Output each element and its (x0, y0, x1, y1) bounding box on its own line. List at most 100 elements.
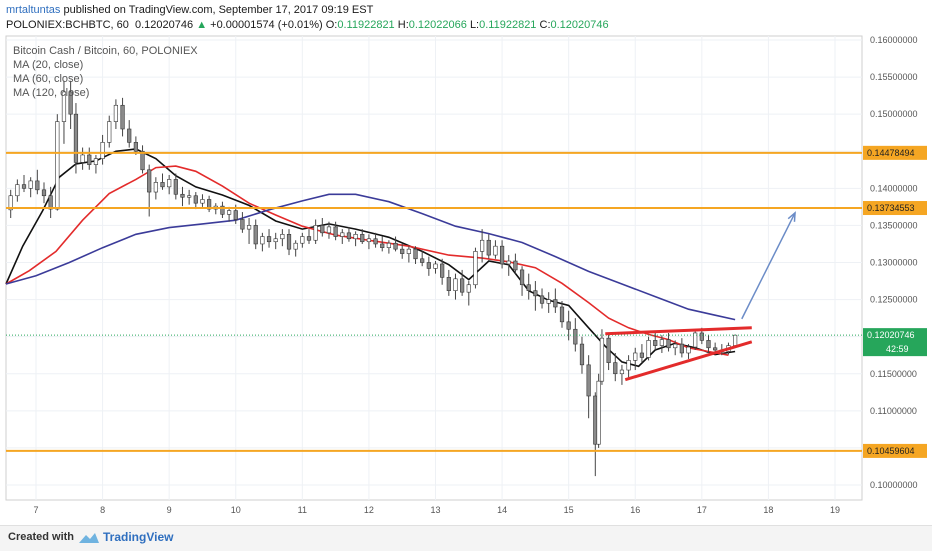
candle-body (546, 299, 551, 304)
low-value: 0.11922821 (479, 19, 537, 31)
candle-body (440, 263, 445, 278)
candle-body (653, 340, 658, 346)
symbol-label: POLONIEX:BCHBTC, 60 (6, 19, 129, 31)
candle-body (646, 340, 651, 358)
level-label: 0.13734553 (867, 203, 915, 213)
x-tick-label: 12 (364, 505, 374, 515)
candle-body (80, 154, 85, 163)
candle-body (280, 234, 285, 240)
candle-body (41, 189, 47, 197)
candle-body (613, 362, 618, 375)
author-link[interactable]: mrtaltuntas (6, 4, 61, 16)
candle-body (486, 239, 491, 256)
candle-body (226, 210, 232, 215)
candle-body (533, 290, 538, 297)
candle-body (393, 242, 398, 250)
x-tick-label: 7 (33, 505, 38, 515)
candle-body (606, 337, 611, 363)
level-label-box (863, 145, 927, 160)
candle-body (619, 369, 625, 375)
candle-body (173, 179, 178, 195)
candle-body (513, 260, 518, 271)
candle-body (553, 299, 558, 308)
candle-body (15, 184, 20, 197)
y-tick-label: 0.14000000 (870, 183, 918, 193)
candle-body (340, 232, 345, 237)
level-label: 0.10459604 (867, 446, 915, 456)
last-price-label: 0.12020746 (867, 330, 915, 340)
legend-title: Bitcoin Cash / Bitcoin, 60, POLONIEX (13, 45, 198, 57)
tradingview-link[interactable]: TradingView (103, 530, 174, 544)
candle-body (466, 284, 471, 293)
candle-body (326, 226, 332, 234)
arrow-head (787, 211, 796, 222)
candle-body (193, 195, 198, 204)
legend-ma60[interactable]: MA (60, close) (13, 73, 84, 85)
candle-body (260, 236, 265, 245)
candle-body (519, 269, 525, 286)
candle-body (713, 347, 718, 351)
x-tick-label: 11 (298, 505, 307, 515)
candle-body (480, 239, 485, 252)
candle-body (686, 346, 691, 354)
x-tick-label: 13 (430, 505, 440, 515)
candle-body (406, 248, 411, 254)
candle-body (300, 236, 305, 244)
candle-body (673, 343, 678, 349)
price-chart[interactable]: 7 8 9 10 11 12 13 14 15 16 17 18 19 0.16000000 0.15500… (0, 0, 932, 525)
trendline (624, 340, 753, 382)
candle-body (579, 343, 585, 366)
close-value: 0.12020746 (550, 19, 609, 31)
candle-body (626, 360, 631, 371)
x-tick-label: 17 (697, 505, 707, 515)
candle-body (273, 238, 278, 243)
x-tick-label: 19 (830, 505, 840, 515)
candle-body (400, 248, 405, 254)
candle-body (706, 340, 711, 349)
candle-body (366, 238, 372, 243)
x-tick-label: 10 (231, 505, 241, 515)
symbol-ohlc-line: POLONIEX:BCHBTC, 60 0.12020746 ▲ +0.0000… (6, 18, 609, 33)
candle-body (380, 243, 385, 248)
candle-body (333, 226, 338, 237)
candle-body (207, 199, 212, 210)
candle-body (373, 238, 378, 245)
candle-body (187, 195, 192, 198)
level-label: 0.14478494 (867, 148, 915, 158)
y-tick-label: 0.12500000 (870, 295, 918, 305)
high-value: 0.12022066 (408, 19, 467, 31)
legend-ma120[interactable]: MA (120, close) (13, 87, 90, 99)
y-tick-label: 0.15500000 (870, 72, 918, 82)
candle-body (107, 121, 112, 143)
candle-body (499, 245, 505, 265)
candle-body (160, 182, 165, 188)
high-label: H: (397, 19, 409, 31)
candle-body (147, 169, 152, 193)
candle-body (180, 193, 185, 198)
candle-body (313, 225, 318, 241)
y-tick-label: 0.11500000 (870, 369, 917, 379)
candle-body (453, 278, 458, 291)
candle-body (639, 352, 645, 358)
candle-body (73, 113, 79, 163)
y-tick-label: 0.11000000 (870, 406, 917, 416)
x-tick-label: 14 (497, 505, 507, 515)
candle-body (360, 234, 365, 243)
y-tick-label: 0.10000000 (870, 480, 918, 490)
publish-header: mrtaltuntas published on TradingView.com… (6, 3, 373, 18)
up-triangle-icon: ▲ (196, 19, 208, 31)
candle-body (699, 332, 704, 341)
candle-body (386, 242, 391, 248)
candle-body (733, 334, 738, 346)
candle-body (286, 234, 292, 250)
x-tick-label: 15 (564, 505, 574, 515)
ma-line (5, 193, 736, 321)
x-tick-label: 16 (630, 505, 640, 515)
countdown-label: 42:59 (886, 344, 909, 354)
candle-body (493, 245, 498, 256)
candle-body (413, 248, 418, 260)
candle-body (127, 128, 132, 143)
y-tick-label: 0.15000000 (870, 109, 918, 119)
candle-body (320, 225, 325, 234)
legend-ma20[interactable]: MA (20, close) (13, 59, 84, 71)
